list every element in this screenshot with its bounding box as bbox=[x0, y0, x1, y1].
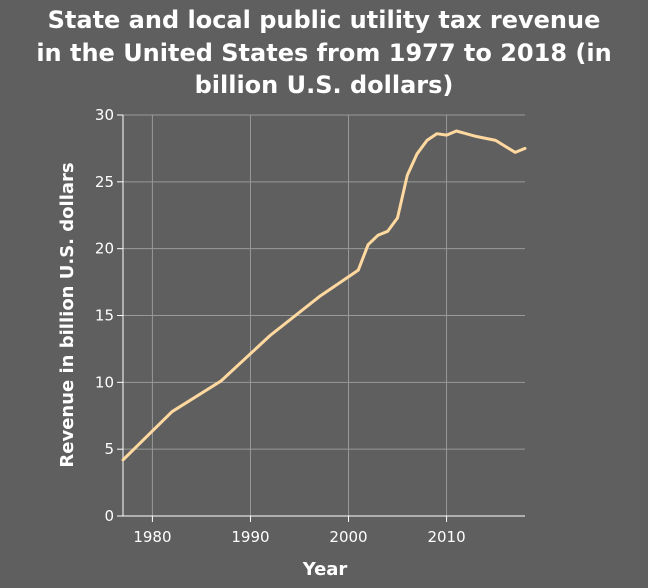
y-tick-label: 10 bbox=[95, 373, 114, 391]
y-axis-title: Revenue in billion U.S. dollars bbox=[57, 162, 78, 467]
y-tick-label: 0 bbox=[104, 507, 114, 525]
y-tick-label: 5 bbox=[104, 440, 114, 458]
gridlines bbox=[123, 114, 525, 516]
series-line bbox=[121, 129, 527, 462]
series-lines bbox=[121, 129, 527, 462]
x-tick-label: 2010 bbox=[427, 528, 465, 546]
y-tick-label: 20 bbox=[95, 240, 114, 258]
axes bbox=[117, 114, 525, 522]
chart-title: State and local public utility tax reven… bbox=[36, 6, 611, 99]
x-tick-label: 2000 bbox=[329, 528, 367, 546]
x-tick-label: 1990 bbox=[231, 528, 269, 546]
y-tick-label: 25 bbox=[95, 173, 114, 191]
chart-title-line-3: billion U.S. dollars) bbox=[195, 71, 454, 99]
tick-labels: 0 5 10 15 20 25 30 1980 1990 2000 2010 bbox=[95, 106, 466, 546]
chart-title-line-1: State and local public utility tax reven… bbox=[48, 6, 601, 34]
y-tick-label: 30 bbox=[95, 106, 114, 124]
chart-title-line-2: in the United States from 1977 to 2018 (… bbox=[36, 39, 611, 67]
x-axis-title: Year bbox=[302, 559, 348, 580]
y-tick-label: 15 bbox=[95, 307, 114, 325]
x-tick-label: 1980 bbox=[133, 528, 171, 546]
